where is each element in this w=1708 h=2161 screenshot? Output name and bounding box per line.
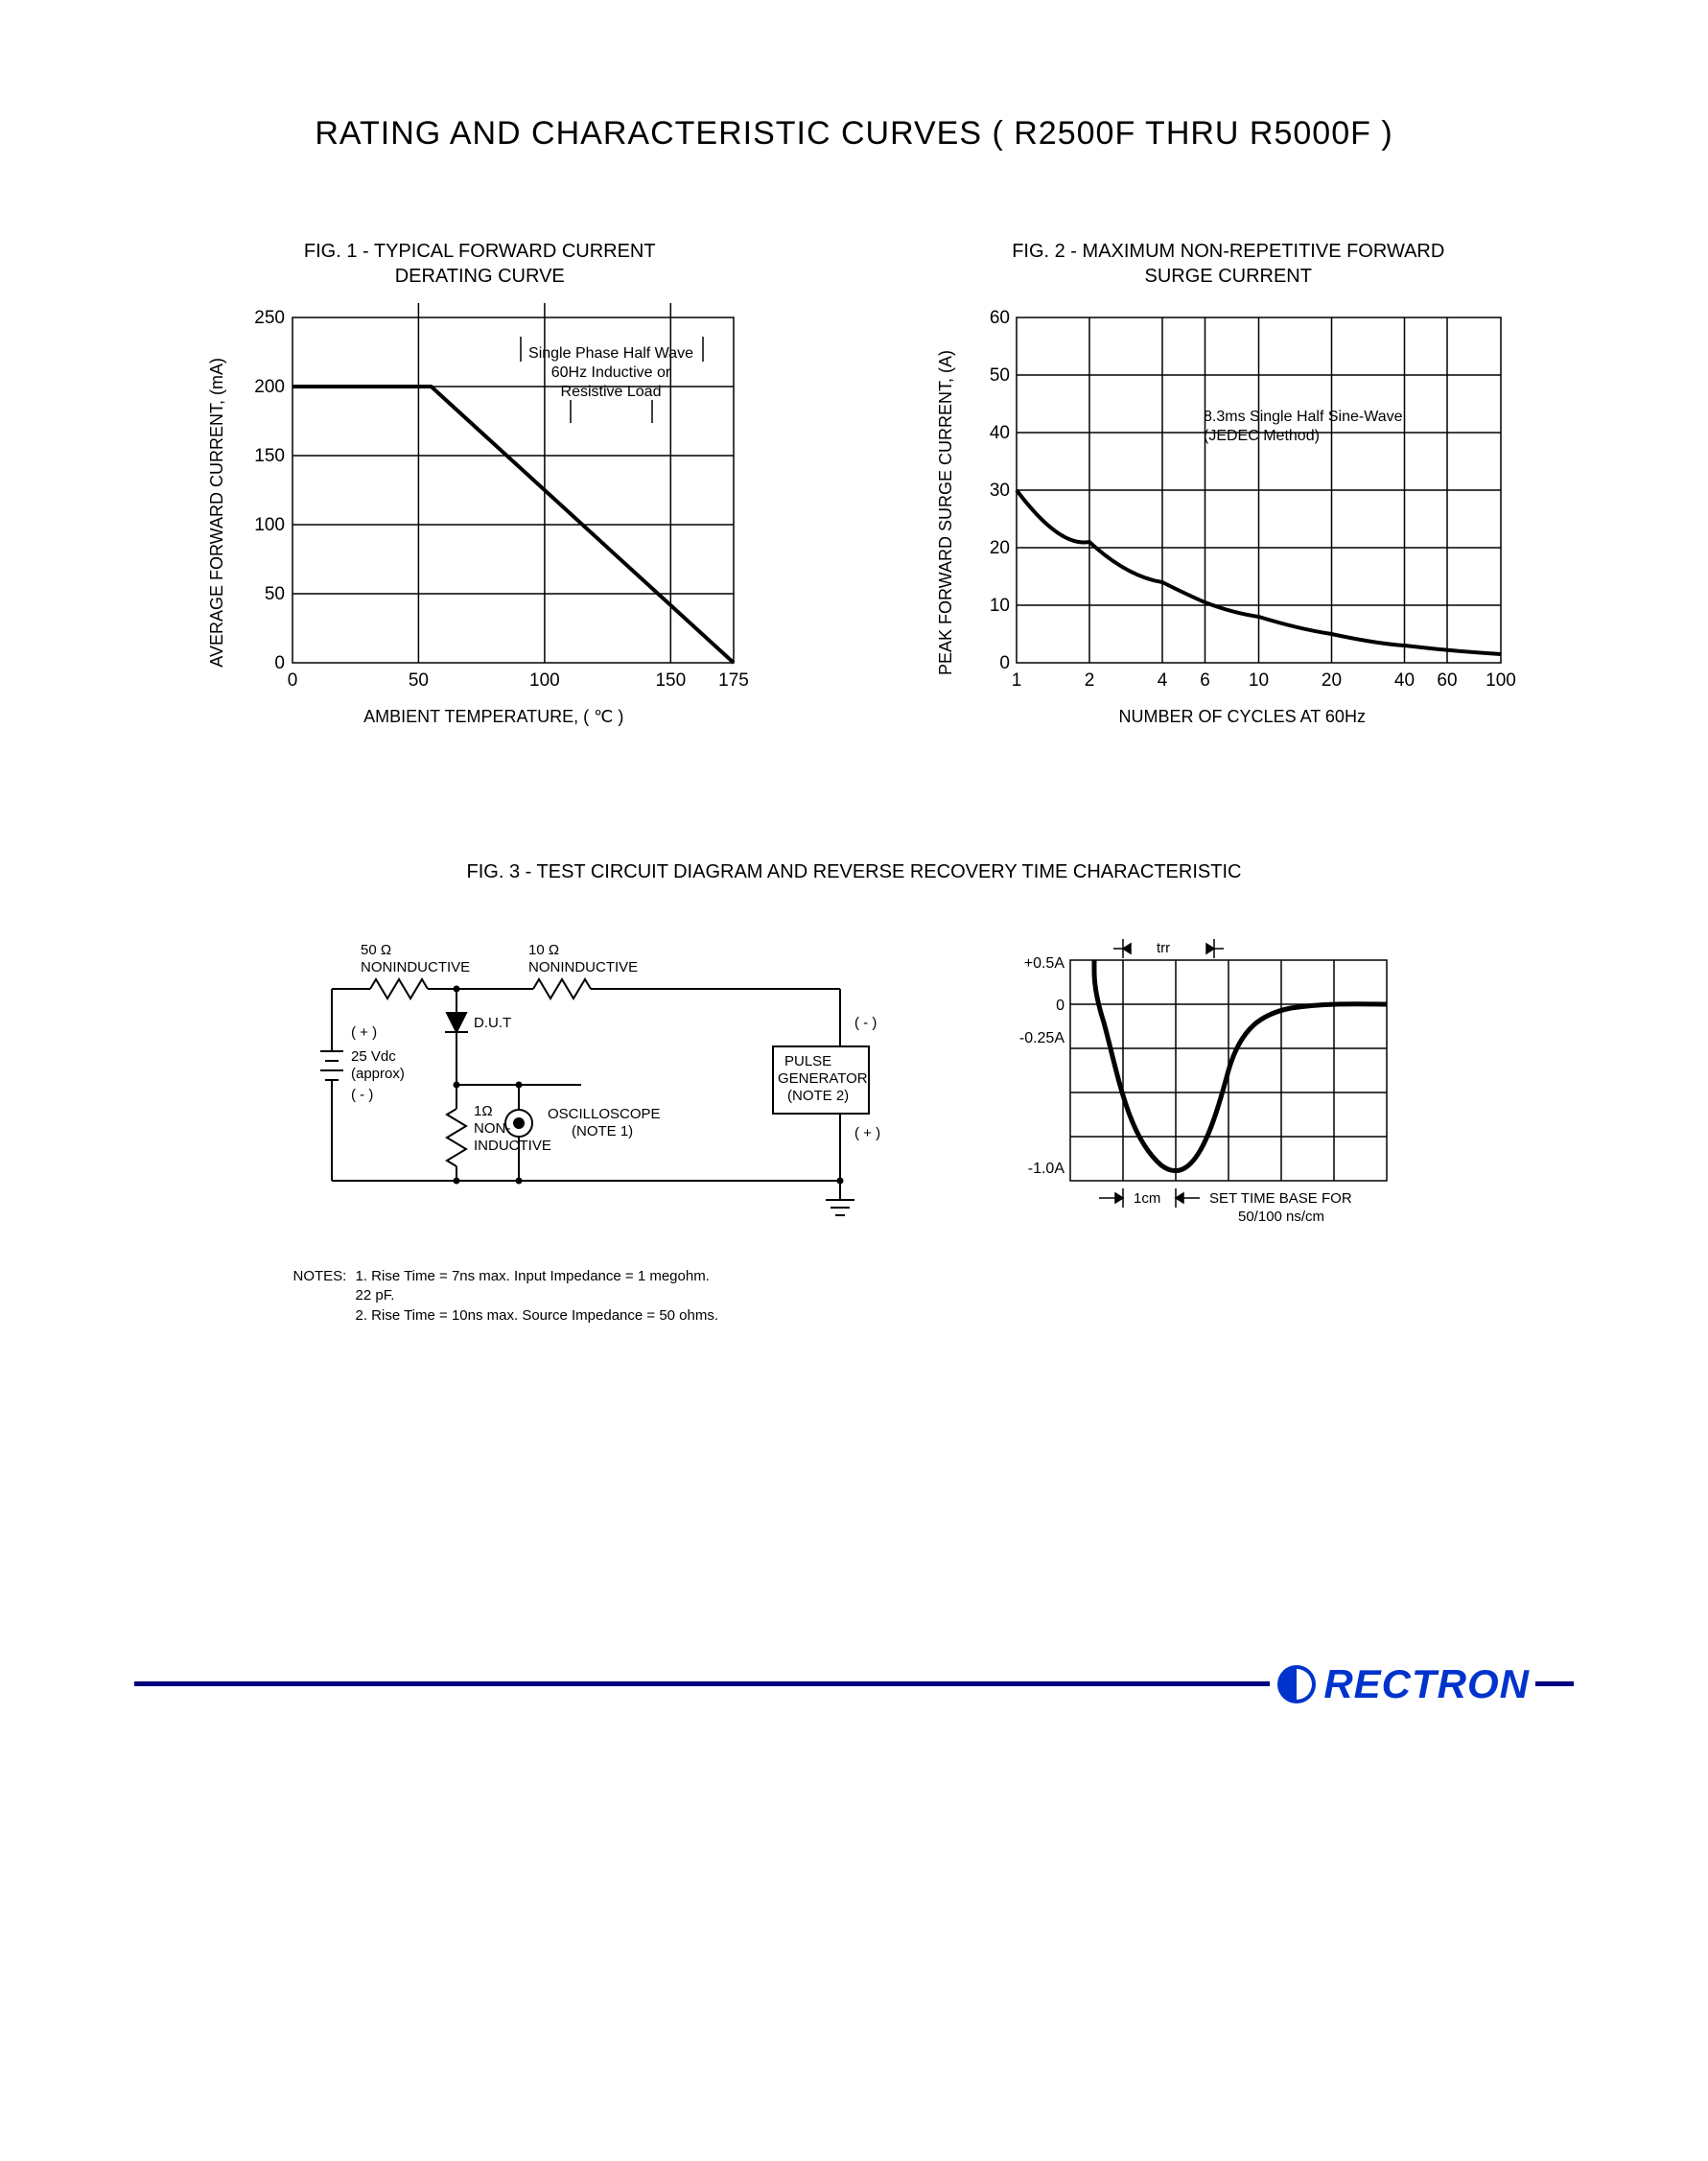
svg-text:50: 50 [990, 365, 1010, 386]
note-1: 1. Rise Time = 7ns max. Input Impedance … [356, 1267, 720, 1306]
svg-text:10: 10 [1249, 670, 1269, 691]
scope-l2: (NOTE 1) [572, 1123, 633, 1139]
svg-text:50: 50 [409, 670, 429, 691]
fig1-annot-l1: Single Phase Half Wave [528, 345, 693, 362]
svg-text:30: 30 [990, 481, 1010, 501]
footer-rule-left [134, 1681, 1270, 1686]
fig1-annot-l3: Resistive Load [560, 384, 661, 400]
r10-l2: NONINDUCTIVE [528, 959, 638, 975]
r10-l1: 10 Ω [528, 942, 559, 958]
scope-l1: OSCILLOSCOPE [548, 1106, 661, 1122]
fig1-title-l2: DERATING CURVE [395, 266, 565, 287]
svg-text:1: 1 [1012, 670, 1022, 691]
svg-text:40: 40 [1394, 670, 1415, 691]
note-2: 2. Rise Time = 10ns max. Source Impedanc… [356, 1306, 720, 1326]
svg-text:0: 0 [1000, 653, 1011, 673]
svg-text:0: 0 [274, 653, 285, 673]
cm-label: 1cm [1134, 1190, 1160, 1207]
svg-text:50: 50 [265, 584, 285, 604]
svg-text:60: 60 [990, 308, 1010, 328]
fig2-xlabel: NUMBER OF CYCLES AT 60Hz [964, 707, 1520, 727]
figure-3-row: 50 Ω NONINDUCTIVE 10 Ω NONINDUCTIVE D.U.… [134, 931, 1574, 1326]
fig1-annot-l2: 60Hz Inductive or [550, 364, 670, 381]
fig1-title-l1: FIG. 1 - TYPICAL FORWARD CURRENT [304, 241, 656, 262]
fig3-circuit: 50 Ω NONINDUCTIVE 10 Ω NONINDUCTIVE D.U.… [293, 931, 888, 1326]
fig2-title: FIG. 2 - MAXIMUM NON-REPETITIVE FORWARD … [1012, 239, 1444, 289]
svg-text:20: 20 [990, 538, 1010, 558]
fig2-title-l2: SURGE CURRENT [1145, 266, 1312, 287]
svg-text:20: 20 [1322, 670, 1342, 691]
figure-row-1: FIG. 1 - TYPICAL FORWARD CURRENT DERATIN… [134, 239, 1574, 727]
brand-icon [1275, 1663, 1318, 1705]
svg-text:100: 100 [529, 670, 560, 691]
figure-1: FIG. 1 - TYPICAL FORWARD CURRENT DERATIN… [134, 239, 826, 727]
svg-text:-0.25A: -0.25A [1018, 1030, 1064, 1046]
svg-text:60: 60 [1438, 670, 1458, 691]
svg-text:2: 2 [1085, 670, 1095, 691]
fig2-title-l1: FIG. 2 - MAXIMUM NON-REPETITIVE FORWARD [1012, 241, 1444, 262]
svg-text:100: 100 [1486, 670, 1516, 691]
svg-text:0: 0 [1056, 998, 1065, 1014]
fig1-chart: 250 200 150 100 50 0 0 50 100 150 175 [235, 298, 753, 701]
r50-l1: 50 Ω [361, 942, 391, 958]
svg-text:200: 200 [254, 377, 285, 397]
r1-l3: INDUCTIVE [474, 1138, 551, 1154]
svg-text:250: 250 [254, 308, 285, 328]
timebase-l2: 50/100 ns/cm [1238, 1209, 1324, 1225]
r1-l2: NON- [474, 1120, 510, 1137]
svg-text:0: 0 [287, 670, 297, 691]
pulse-l1: PULSE [784, 1053, 831, 1069]
r1-l1: 1Ω [474, 1103, 493, 1119]
fig3-notes: NOTES: 1. Rise Time = 7ns max. Input Imp… [293, 1267, 888, 1326]
svg-text:150: 150 [254, 446, 285, 466]
fig2-chart: 60 50 40 30 20 10 0 1 2 4 6 10 [964, 298, 1520, 701]
timebase-l1: SET TIME BASE FOR [1209, 1190, 1352, 1207]
page-title: RATING AND CHARACTERISTIC CURVES ( R2500… [134, 115, 1574, 153]
svg-text:150: 150 [655, 670, 686, 691]
svg-text:6: 6 [1200, 670, 1210, 691]
brand-logo: RECTRON [1270, 1661, 1535, 1707]
vdc-minus: ( - ) [351, 1087, 373, 1103]
svg-text:100: 100 [254, 515, 285, 535]
svg-text:40: 40 [990, 423, 1010, 443]
fig1-xlabel: AMBIENT TEMPERATURE, ( ℃ ) [235, 707, 753, 727]
svg-text:4: 4 [1158, 670, 1168, 691]
figure-2: FIG. 2 - MAXIMUM NON-REPETITIVE FORWARD … [883, 239, 1575, 727]
vdc-plus: ( + ) [351, 1024, 377, 1041]
fig3-waveform: +0.5A 0 -0.25A -1.0A trr [1003, 931, 1416, 1257]
dut-label: D.U.T [474, 1015, 511, 1031]
pulse-l3: (NOTE 2) [787, 1088, 849, 1104]
pulse-l2: GENERATOR [778, 1070, 868, 1087]
footer: RECTRON [134, 1661, 1574, 1707]
footer-rule-right [1535, 1681, 1574, 1686]
notes-label: NOTES: [293, 1267, 356, 1326]
fig3-title: FIG. 3 - TEST CIRCUIT DIAGRAM AND REVERS… [134, 861, 1574, 883]
svg-text:10: 10 [990, 596, 1010, 616]
r50-l2: NONINDUCTIVE [361, 959, 470, 975]
fig1-title: FIG. 1 - TYPICAL FORWARD CURRENT DERATIN… [304, 239, 656, 289]
vdc-approx: (approx) [351, 1066, 405, 1082]
fig1-ylabel: AVERAGE FORWARD CURRENT, (mA) [207, 358, 227, 668]
fig2-ylabel: PEAK FORWARD SURGE CURRENT, (A) [936, 350, 956, 675]
vdc-val: 25 Vdc [351, 1048, 396, 1065]
pg-minus: ( - ) [854, 1015, 877, 1031]
svg-text:175: 175 [718, 670, 749, 691]
svg-text:+0.5A: +0.5A [1023, 955, 1065, 972]
trr-label: trr [1157, 940, 1170, 956]
fig2-annot-l2: (JEDEC Method) [1204, 428, 1320, 444]
fig2-annot-l1: 8.3ms Single Half Sine-Wave [1204, 409, 1403, 425]
brand-text: RECTRON [1323, 1661, 1530, 1707]
pg-plus: ( + ) [854, 1125, 880, 1141]
svg-text:-1.0A: -1.0A [1027, 1161, 1065, 1177]
